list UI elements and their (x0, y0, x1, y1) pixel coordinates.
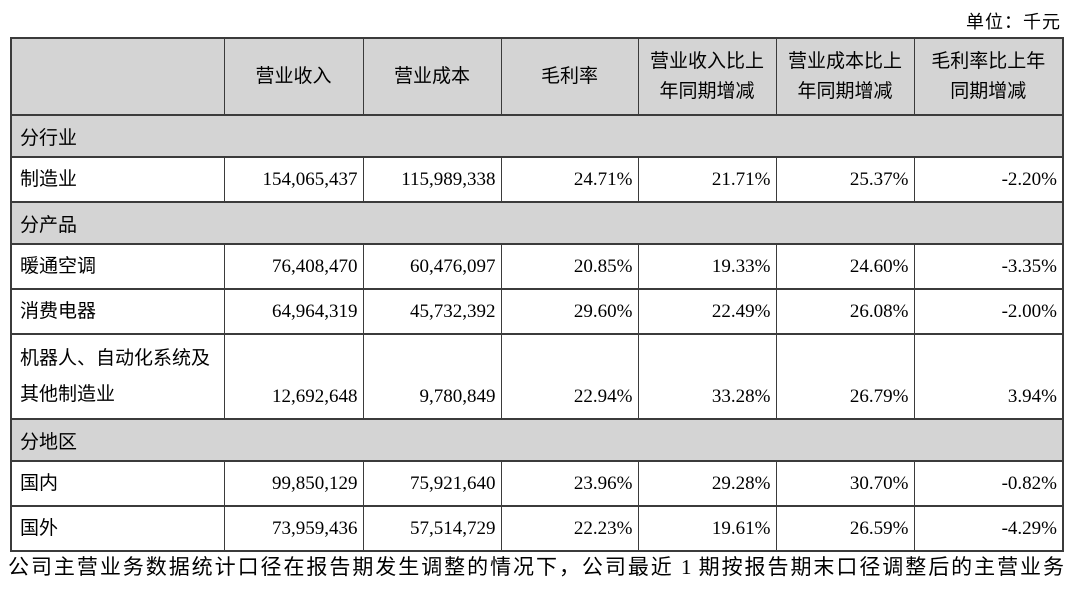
cell-margin-yoy: -2.20% (913, 156, 1064, 203)
cell-revenue: 76,408,470 (223, 243, 364, 290)
cell-revenue: 12,692,648 (223, 333, 364, 420)
cell-margin: 20.85% (500, 243, 639, 290)
row-label: 消费电器 (10, 288, 225, 335)
cell-cost: 45,732,392 (362, 288, 502, 335)
cell-margin-yoy: -3.35% (913, 243, 1064, 290)
row-label: 制造业 (10, 156, 225, 203)
header-revenue: 营业收入 (223, 37, 364, 116)
header-margin: 毛利率 (500, 37, 639, 116)
cell-cost: 115,989,338 (362, 156, 502, 203)
cell-revenue: 99,850,129 (223, 460, 364, 507)
cell-revenue-yoy: 19.33% (637, 243, 777, 290)
cell-revenue: 64,964,319 (223, 288, 364, 335)
cell-revenue-yoy: 19.61% (637, 505, 777, 552)
table-row-domestic: 国内 99,850,129 75,921,640 23.96% 29.28% 3… (10, 460, 1064, 507)
cell-revenue-yoy: 33.28% (637, 333, 777, 420)
table-row-consumer-appliances: 消费电器 64,964,319 45,732,392 29.60% 22.49%… (10, 288, 1064, 335)
section-label: 分地区 (10, 418, 1064, 462)
cell-cost-yoy: 26.59% (775, 505, 915, 552)
header-row: 营业收入 营业成本 毛利率 营业收入比上 年同期增减 营业成本比上 年同期增减 … (10, 37, 1064, 116)
cell-cost-yoy: 24.60% (775, 243, 915, 290)
section-row-by-industry: 分行业 (10, 114, 1064, 158)
cell-cost: 57,514,729 (362, 505, 502, 552)
header-cost: 营业成本 (362, 37, 502, 116)
cell-margin: 29.60% (500, 288, 639, 335)
cell-revenue: 154,065,437 (223, 156, 364, 203)
cell-margin-yoy: -2.00% (913, 288, 1064, 335)
header-cost-yoy: 营业成本比上 年同期增减 (775, 37, 915, 116)
cell-margin-yoy: -0.82% (913, 460, 1064, 507)
cell-cost-yoy: 26.08% (775, 288, 915, 335)
table-row-overseas: 国外 73,959,436 57,514,729 22.23% 19.61% 2… (10, 505, 1064, 552)
cell-cost: 9,780,849 (362, 333, 502, 420)
table-row-robotics-automation: 机器人、自动化系统及其他制造业 12,692,648 9,780,849 22.… (10, 333, 1064, 420)
cell-cost-yoy: 30.70% (775, 460, 915, 507)
cell-cost-yoy: 26.79% (775, 333, 915, 420)
row-label: 暖通空调 (10, 243, 225, 290)
row-label: 机器人、自动化系统及其他制造业 (10, 333, 225, 420)
row-label: 国外 (10, 505, 225, 552)
section-label: 分产品 (10, 201, 1064, 245)
cell-revenue: 73,959,436 (223, 505, 364, 552)
row-label: 国内 (10, 460, 225, 507)
cell-revenue-yoy: 29.28% (637, 460, 777, 507)
cell-revenue-yoy: 22.49% (637, 288, 777, 335)
unit-label: 单位：千元 (966, 12, 1061, 32)
table-row-hvac: 暖通空调 76,408,470 60,476,097 20.85% 19.33%… (10, 243, 1064, 290)
footer-note: 公司主营业务数据统计口径在报告期发生调整的情况下，公司最近 1 期按报告期末口径… (8, 555, 1064, 579)
main-business-table: 营业收入 营业成本 毛利率 营业收入比上 年同期增减 营业成本比上 年同期增减 … (10, 37, 1064, 552)
table-row-manufacturing: 制造业 154,065,437 115,989,338 24.71% 21.71… (10, 156, 1064, 203)
cell-cost: 60,476,097 (362, 243, 502, 290)
cell-revenue-yoy: 21.71% (637, 156, 777, 203)
cell-margin: 23.96% (500, 460, 639, 507)
cell-margin-yoy: -4.29% (913, 505, 1064, 552)
section-label: 分行业 (10, 114, 1064, 158)
header-revenue-yoy: 营业收入比上 年同期增减 (637, 37, 777, 116)
header-blank-cell (10, 37, 225, 116)
section-row-by-region: 分地区 (10, 418, 1064, 462)
cell-cost: 75,921,640 (362, 460, 502, 507)
cell-margin: 24.71% (500, 156, 639, 203)
section-row-by-product: 分产品 (10, 201, 1064, 245)
header-margin-yoy: 毛利率比上年 同期增减 (913, 37, 1064, 116)
cell-cost-yoy: 25.37% (775, 156, 915, 203)
cell-margin-yoy: 3.94% (913, 333, 1064, 420)
cell-margin: 22.23% (500, 505, 639, 552)
cell-margin: 22.94% (500, 333, 639, 420)
